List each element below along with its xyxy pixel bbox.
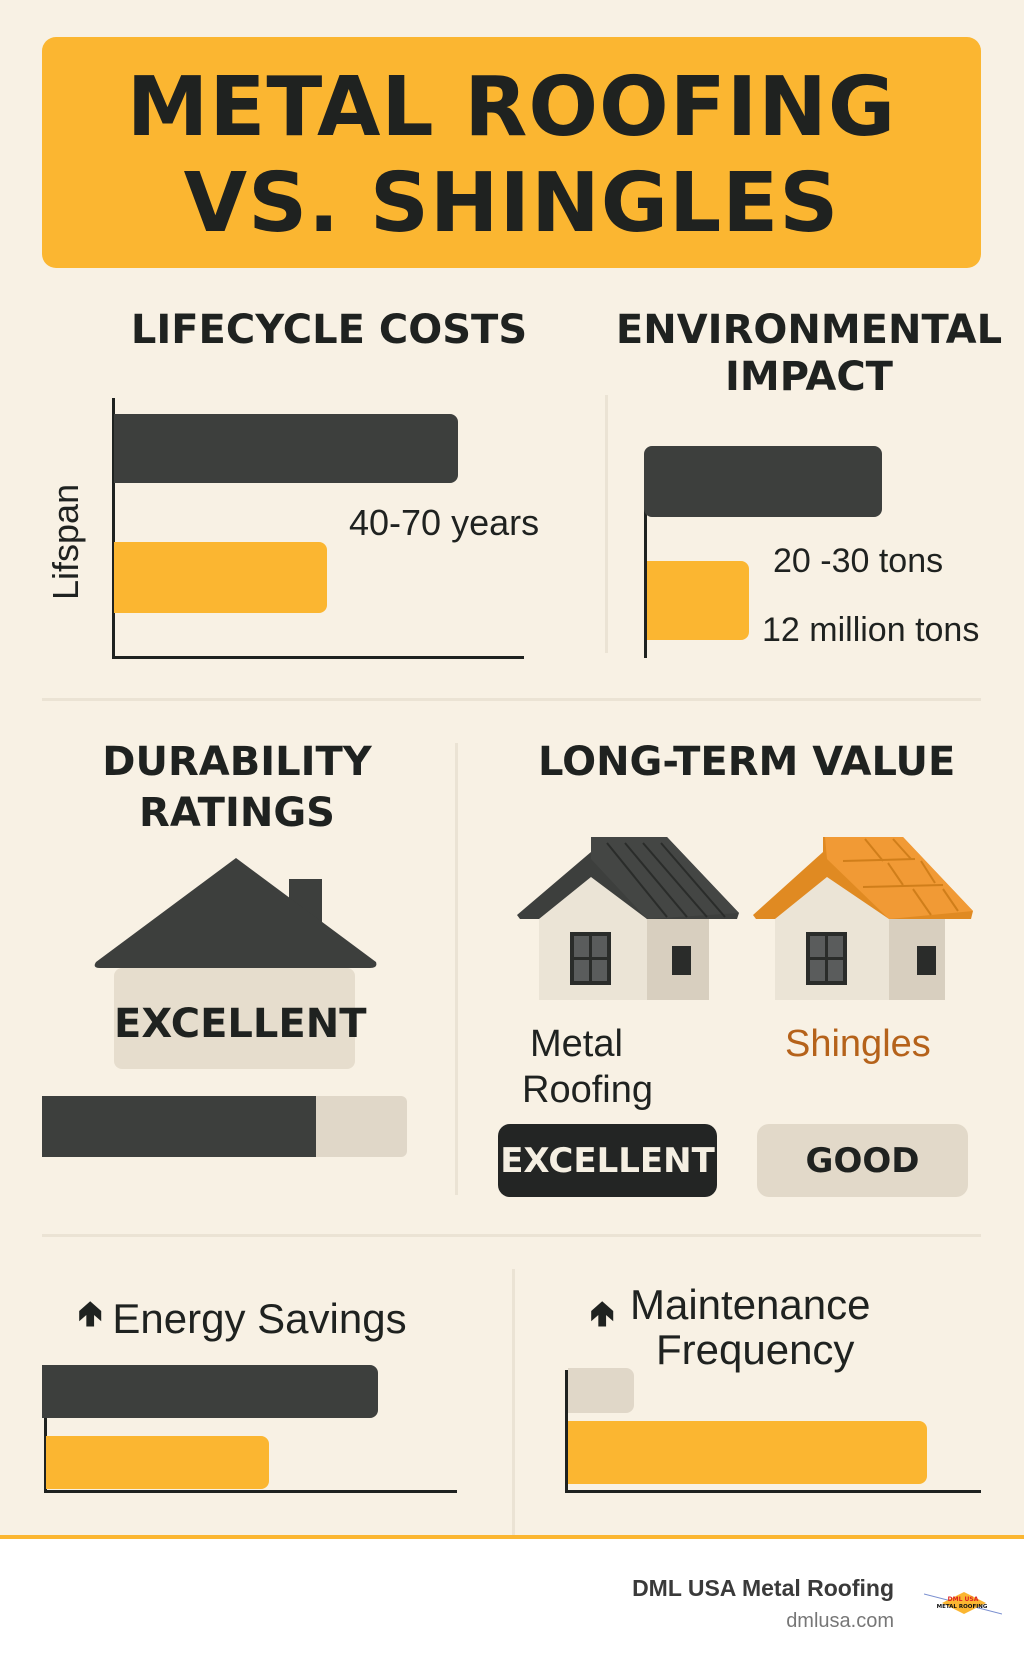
environmental-heading-1: ENVIRONMENTAL	[615, 307, 1003, 353]
environmental-bar-metal	[644, 446, 882, 517]
footer-brand: DML USA Metal Roofing	[632, 1575, 894, 1601]
house-icon	[94, 858, 377, 1069]
maintenance-bar-metal	[568, 1368, 635, 1413]
lifecycle-bar-shingles	[114, 542, 328, 613]
lifecycle-heading: LIFECYCLE COSTS	[130, 307, 528, 353]
metal-rating-badge: EXCELLENT	[498, 1124, 717, 1197]
lifecycle-y-axis	[112, 398, 115, 658]
durability-heading-2: RATINGS	[139, 790, 335, 836]
durability-rating-bar	[42, 1096, 407, 1157]
maintenance-heading-2: Frequency	[656, 1326, 855, 1373]
arrow-up-icon: 🢁	[590, 1294, 615, 1334]
maintenance-bar-shingles	[568, 1421, 928, 1484]
long-term-heading: LONG-TERM VALUE	[538, 739, 956, 785]
durability-rating-fill	[42, 1096, 316, 1157]
energy-y-axis	[44, 1365, 47, 1492]
divider	[512, 1269, 515, 1535]
shingles-rating-badge: GOOD	[757, 1124, 968, 1197]
environmental-label-2: 12 million tons	[762, 611, 980, 649]
divider	[605, 395, 608, 653]
title-banner: METAL ROOFING VS. SHINGLES	[42, 37, 981, 268]
shingles-label: Shingles	[785, 1023, 931, 1065]
energy-x-axis	[44, 1490, 457, 1493]
maintenance-heading-1: Maintenance	[630, 1281, 871, 1328]
arrow-up-icon: 🢁	[78, 1294, 103, 1334]
environmental-heading-2: IMPACT	[725, 354, 893, 400]
maintenance-y-axis	[565, 1370, 568, 1492]
energy-heading-text: Energy Savings	[112, 1294, 407, 1342]
lifespan-axis-label: Lifspan	[45, 483, 86, 600]
lifecycle-bar-metal	[114, 414, 459, 483]
energy-bar-shingles	[46, 1436, 269, 1489]
divider	[42, 698, 981, 701]
metal-label-1: Metal	[530, 1023, 623, 1065]
maintenance-x-axis	[565, 1490, 981, 1493]
metal-roof-house-icon	[517, 837, 739, 1000]
durability-rating: EXCELLENT	[114, 1001, 367, 1047]
dml-logo: DML USA METAL ROOFING	[923, 1589, 1003, 1619]
footer-url[interactable]: dmlusa.com	[786, 1610, 894, 1632]
durability-heading-1: DURABILITY	[102, 739, 372, 785]
metal-label-2: Roofing	[522, 1069, 653, 1111]
lifespan-value-label: 40-70 years	[349, 502, 540, 543]
divider	[42, 1234, 981, 1237]
energy-heading: 🢁 Energy Savings	[78, 1290, 407, 1347]
lifecycle-x-axis	[112, 656, 524, 659]
title-line-2: VS. SHINGLES	[183, 156, 840, 251]
environmental-label-1: 20 -30 tons	[773, 542, 944, 580]
title-line-1: METAL ROOFING	[126, 60, 897, 155]
footer: DML USA Metal Roofing dmlusa.com DML USA…	[0, 1535, 1024, 1666]
energy-bar-metal	[42, 1365, 378, 1418]
svg-text:METAL ROOFING: METAL ROOFING	[937, 1604, 988, 1610]
environmental-bar-shingles	[647, 561, 750, 640]
divider	[455, 743, 458, 1195]
shingle-roof-house-icon	[753, 837, 973, 1000]
environmental-y-axis	[644, 470, 647, 658]
svg-text:DML USA: DML USA	[948, 1596, 979, 1603]
